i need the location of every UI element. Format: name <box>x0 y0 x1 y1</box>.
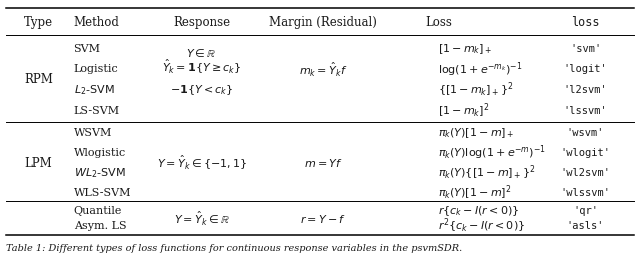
Text: $\log(1 + e^{-m_k})^{-1}$: $\log(1 + e^{-m_k})^{-1}$ <box>438 60 523 79</box>
Text: $L_2$-SVM: $L_2$-SVM <box>74 83 115 97</box>
Text: $m_k = \hat{Y}_k f$: $m_k = \hat{Y}_k f$ <box>299 61 348 79</box>
Text: Wlogistic: Wlogistic <box>74 148 126 158</box>
Text: 'logit': 'logit' <box>564 64 607 74</box>
Text: Margin (Residual): Margin (Residual) <box>269 16 377 29</box>
Text: 'l2svm': 'l2svm' <box>564 85 607 95</box>
Text: $Y = \hat{Y}_k \in \{-1, 1\}$: $Y = \hat{Y}_k \in \{-1, 1\}$ <box>157 154 246 172</box>
Text: $[1 - m_k]^2$: $[1 - m_k]^2$ <box>438 102 490 120</box>
Text: LPM: LPM <box>24 157 52 170</box>
Text: 'qr': 'qr' <box>573 206 598 216</box>
Text: 'svm': 'svm' <box>570 44 601 54</box>
Text: $m = Yf$: $m = Yf$ <box>304 157 342 169</box>
Text: Quantile: Quantile <box>74 206 122 216</box>
Text: WSVM: WSVM <box>74 128 112 138</box>
Text: Method: Method <box>74 16 120 29</box>
Text: Table 1: Different types of loss functions for continuous response variables in : Table 1: Different types of loss functio… <box>6 244 463 253</box>
Text: WLS-SVM: WLS-SVM <box>74 188 131 198</box>
Text: Response: Response <box>173 16 230 29</box>
Text: $\pi_k(Y)[1 - m]_+$: $\pi_k(Y)[1 - m]_+$ <box>438 126 515 140</box>
Text: $\{[1 - m_k]_+\}^2$: $\{[1 - m_k]_+\}^2$ <box>438 81 514 99</box>
Text: LS-SVM: LS-SVM <box>74 106 120 116</box>
Text: $[1 - m_k]_+$: $[1 - m_k]_+$ <box>438 42 493 56</box>
Text: $\hat{Y}_k = \mathbf{1}\{Y \geq c_k\}$: $\hat{Y}_k = \mathbf{1}\{Y \geq c_k\}$ <box>162 58 241 76</box>
Text: 'wsvm': 'wsvm' <box>567 128 604 138</box>
Text: Type: Type <box>24 16 54 29</box>
Text: Loss: Loss <box>426 16 452 29</box>
Text: 'wl2svm': 'wl2svm' <box>561 168 611 178</box>
Text: $\pi_k(Y) \log(1 + e^{-m})^{-1}$: $\pi_k(Y) \log(1 + e^{-m})^{-1}$ <box>438 144 547 162</box>
Text: $WL_2$-SVM: $WL_2$-SVM <box>74 166 125 180</box>
Text: 'wlogit': 'wlogit' <box>561 148 611 158</box>
Text: $r = Y - f$: $r = Y - f$ <box>300 212 346 224</box>
Text: $\pi_k(Y)\{[1 - m]_+\}^2$: $\pi_k(Y)\{[1 - m]_+\}^2$ <box>438 164 536 182</box>
Text: $Y = \hat{Y}_k \in \mathbb{R}$: $Y = \hat{Y}_k \in \mathbb{R}$ <box>173 209 230 228</box>
Text: 'asls': 'asls' <box>567 221 604 231</box>
Text: $\pi_k(Y)[1 - m]^2$: $\pi_k(Y)[1 - m]^2$ <box>438 184 512 202</box>
Text: $-\mathbf{1}\{Y < c_k\}$: $-\mathbf{1}\{Y < c_k\}$ <box>170 83 233 97</box>
Text: $r\{c_k - I(r < 0)\}$: $r\{c_k - I(r < 0)\}$ <box>438 204 520 218</box>
Text: 'wlssvm': 'wlssvm' <box>561 188 611 198</box>
Text: 'lssvm': 'lssvm' <box>564 106 607 116</box>
Text: $Y \in \mathbb{R}$: $Y \in \mathbb{R}$ <box>186 47 217 59</box>
Text: Asym. LS: Asym. LS <box>74 221 126 231</box>
Text: SVM: SVM <box>74 44 100 54</box>
Text: $r^2\{c_k - I(r < 0)\}$: $r^2\{c_k - I(r < 0)\}$ <box>438 217 525 235</box>
Text: RPM: RPM <box>24 73 53 86</box>
Text: Logistic: Logistic <box>74 64 118 74</box>
Text: loss: loss <box>572 16 600 29</box>
